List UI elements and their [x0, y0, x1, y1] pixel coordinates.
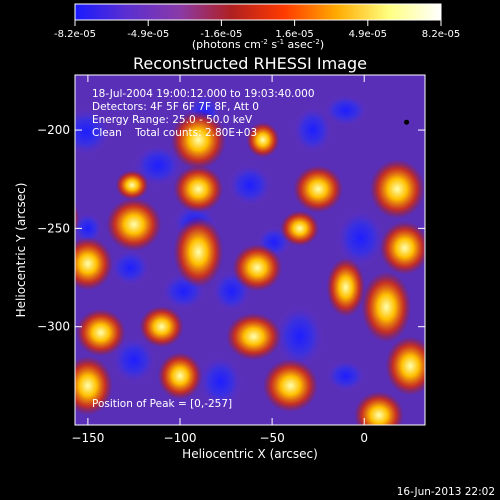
colorbar-tick-label: 1.6e-05 [275, 29, 313, 40]
cold-blob [75, 213, 103, 244]
y-axis-ticks: −200 −250 −300 [37, 123, 425, 334]
cold-blob [75, 109, 110, 156]
x-tick-label: 0 [360, 431, 368, 445]
colorbar: -8.2e-05 -4.9e-05 -1.6e-05 1.6e-05 4.9e-05 8.… [54, 3, 460, 51]
annotation-energy: Energy Range: 25.0 - 50.0 keV [92, 114, 253, 126]
cold-blob [336, 210, 385, 267]
chart-title: Reconstructed RHESSI Image [133, 54, 367, 73]
cold-blob [228, 164, 272, 206]
colorbar-tick-label: -4.9e-05 [127, 29, 169, 40]
hot-blob [232, 244, 283, 292]
heatmap-image [75, 75, 425, 425]
colorbar-ticks [74, 20, 442, 26]
colorbar-tick-label: -8.2e-05 [54, 29, 96, 40]
x-axis-ticks: −150 −100 −50 0 [71, 75, 368, 445]
hot-regions [75, 110, 425, 425]
colorbar-gradient [74, 3, 442, 21]
hot-blob [226, 312, 282, 361]
cold-blob [133, 145, 182, 186]
hot-blob [157, 352, 203, 400]
cold-blob [198, 356, 243, 408]
hot-blob [326, 257, 366, 317]
y-tick-label: −250 [37, 221, 70, 235]
hot-blob [115, 170, 149, 200]
colorbar-tick-label: 4.9e-05 [349, 29, 387, 40]
hot-blob [280, 210, 320, 247]
hot-blob [262, 359, 319, 413]
hot-blob [173, 165, 224, 213]
annotation-time: 18-Jul-2004 19:00:12.000 to 19:03:40.000 [92, 88, 315, 100]
y-axis-label: Heliocentric Y (arcsec) [14, 183, 28, 318]
hot-blob [361, 271, 412, 343]
y-tick-label: −300 [37, 320, 70, 334]
cold-blob [326, 360, 365, 392]
cold-blob [324, 95, 368, 126]
y-tick-label: −200 [37, 123, 70, 137]
cold-blob [275, 305, 324, 368]
hot-blob [385, 336, 425, 396]
plot-frame [74, 74, 426, 426]
hot-blob [293, 165, 344, 213]
hot-blob [75, 308, 126, 357]
hot-blob [354, 391, 404, 425]
x-tick-label: −100 [164, 431, 197, 445]
hot-blob [75, 356, 113, 416]
cold-blob [111, 249, 150, 286]
annotation-detectors: Detectors: 4F 5F 6F 7F 8F, Att 0 [92, 101, 259, 113]
hot-blob [369, 159, 425, 219]
hot-blob [379, 221, 425, 275]
hot-blob [246, 122, 280, 158]
hot-blob [75, 237, 113, 291]
hot-blob [139, 306, 184, 348]
annotation-clean: Clean Total counts: 2.80E+03 [92, 127, 257, 139]
colorbar-tick-labels: -8.2e-05 -4.9e-05 -1.6e-05 1.6e-05 4.9e-05 8.… [54, 29, 460, 40]
x-tick-label: −50 [259, 431, 284, 445]
annotation-peak: Position of Peak = [0,-257] [92, 398, 232, 410]
hot-blob [106, 197, 162, 251]
cold-blob [112, 337, 156, 384]
hot-blob [75, 203, 80, 234]
x-axis-label: Heliocentric X (arcsec) [182, 447, 318, 461]
cold-blob [293, 107, 332, 154]
colorbar-tick-label: -1.6e-05 [200, 29, 242, 40]
x-tick-label: −150 [71, 431, 104, 445]
footer-date: 16-Jun-2013 22:02 [397, 486, 495, 498]
colorbar-tick-label: 8.2e-05 [422, 29, 460, 40]
colorbar-units: (photons cm-2 s-1 asec-2) [192, 38, 324, 51]
peak-marker [404, 119, 410, 125]
hot-blob [173, 216, 224, 288]
hot-blob [170, 110, 227, 170]
annotation-block: 18-Jul-2004 19:00:12.000 to 19:03:40.000… [92, 88, 315, 139]
